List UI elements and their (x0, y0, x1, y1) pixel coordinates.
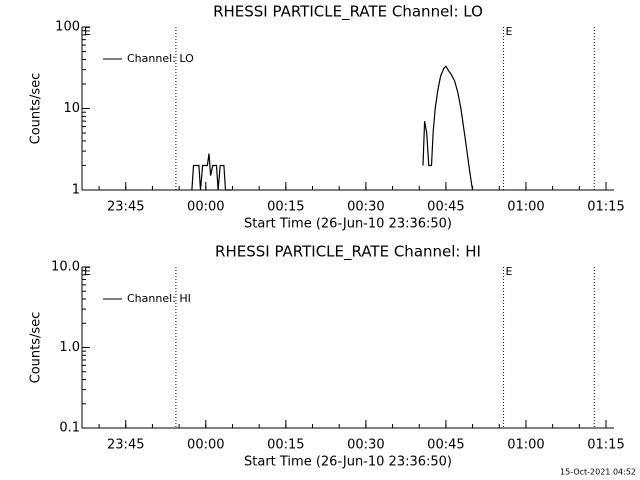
data-line (191, 65, 474, 191)
footer: 15-Oct-2021 04:52 (560, 468, 636, 477)
y-axis-label: Counts/sec (29, 312, 44, 384)
legend-label: Channel: HI (127, 292, 191, 305)
x-tick-label: 00:30 (347, 438, 384, 453)
y-tick-label: 0.1 (59, 421, 80, 436)
y-tick-label: 10.0 (51, 260, 80, 275)
x-tick-label: 00:15 (267, 438, 304, 453)
annotation: E (84, 265, 91, 278)
x-tick-label: 01:00 (507, 438, 544, 453)
x-tick-label: 01:00 (507, 200, 544, 215)
x-axis-label: Start Time (26-Jun-10 23:36:50) (244, 217, 452, 232)
y-tick-label: 1.0 (59, 340, 80, 355)
x-tick-label: 00:00 (187, 438, 224, 453)
y-tick-label: 10 (63, 101, 80, 116)
x-tick-label: 23:45 (107, 438, 144, 453)
chart-title: RHESSI PARTICLE_RATE Channel: LO (213, 3, 483, 22)
x-tick-label: 00:45 (427, 438, 464, 453)
x-tick-label: 00:30 (347, 200, 384, 215)
annotation: E (506, 25, 513, 38)
x-tick-label: 00:45 (427, 200, 464, 215)
annotation: E (84, 25, 91, 38)
y-tick-label: 100 (55, 20, 80, 35)
y-axis-label: Counts/sec (29, 73, 44, 145)
legend-label: Channel: LO (127, 52, 194, 65)
x-tick-label: 23:45 (107, 200, 144, 215)
annotation: E (506, 265, 513, 278)
y-tick-label: 1 (72, 183, 80, 198)
x-axis-label: Start Time (26-Jun-10 23:36:50) (244, 455, 452, 470)
chart-title: RHESSI PARTICLE_RATE Channel: HI (215, 243, 481, 262)
x-tick-label: 00:15 (267, 200, 304, 215)
x-tick-label: 00:00 (187, 200, 224, 215)
x-tick-label: 01:15 (587, 438, 624, 453)
x-tick-label: 01:15 (587, 200, 624, 215)
